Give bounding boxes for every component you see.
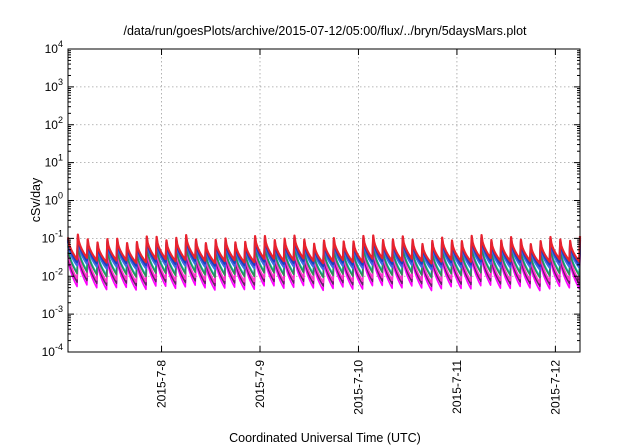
grid-lines <box>68 49 580 352</box>
y-tick-label: 100 <box>45 191 63 208</box>
y-tick-label: 10-1 <box>42 228 63 245</box>
chart-title: /data/run/goesPlots/archive/2015-07-12/0… <box>123 24 527 38</box>
series-lines <box>66 233 582 292</box>
tick-labels: 10-4 10-3 10-2 10-1 100 101 102 103 104 2015-7-8 2… <box>42 39 563 415</box>
x-axis-label: Coordinated Universal Time (UTC) <box>229 431 421 445</box>
y-tick-label: 103 <box>45 77 63 94</box>
y-tick-label: 102 <box>45 115 63 132</box>
y-tick-label: 101 <box>45 153 63 170</box>
x-tick-label: 2015-7-8 <box>155 360 169 408</box>
x-tick-label: 2015-7-11 <box>450 360 464 414</box>
x-tick-label: 2015-7-12 <box>548 360 562 415</box>
y-axis-label: cSv/day <box>29 177 43 222</box>
axis-ticks <box>68 48 580 353</box>
y-tick-label: 10-3 <box>42 304 63 321</box>
x-tick-label: 2015-7-9 <box>253 360 267 408</box>
y-tick-label: 10-4 <box>42 342 63 359</box>
y-tick-label: 104 <box>45 39 63 56</box>
series-line <box>66 233 582 265</box>
x-tick-label: 2015-7-10 <box>351 360 365 415</box>
y-tick-label: 10-2 <box>42 266 63 283</box>
